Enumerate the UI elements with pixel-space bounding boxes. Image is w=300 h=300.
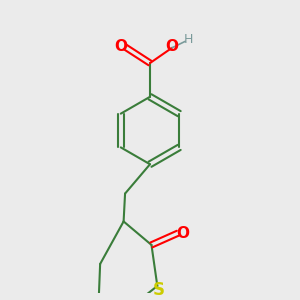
Text: S: S bbox=[153, 281, 165, 299]
Text: O: O bbox=[166, 39, 178, 54]
Text: O: O bbox=[114, 39, 127, 54]
Text: O: O bbox=[176, 226, 189, 241]
Text: H: H bbox=[183, 33, 193, 46]
